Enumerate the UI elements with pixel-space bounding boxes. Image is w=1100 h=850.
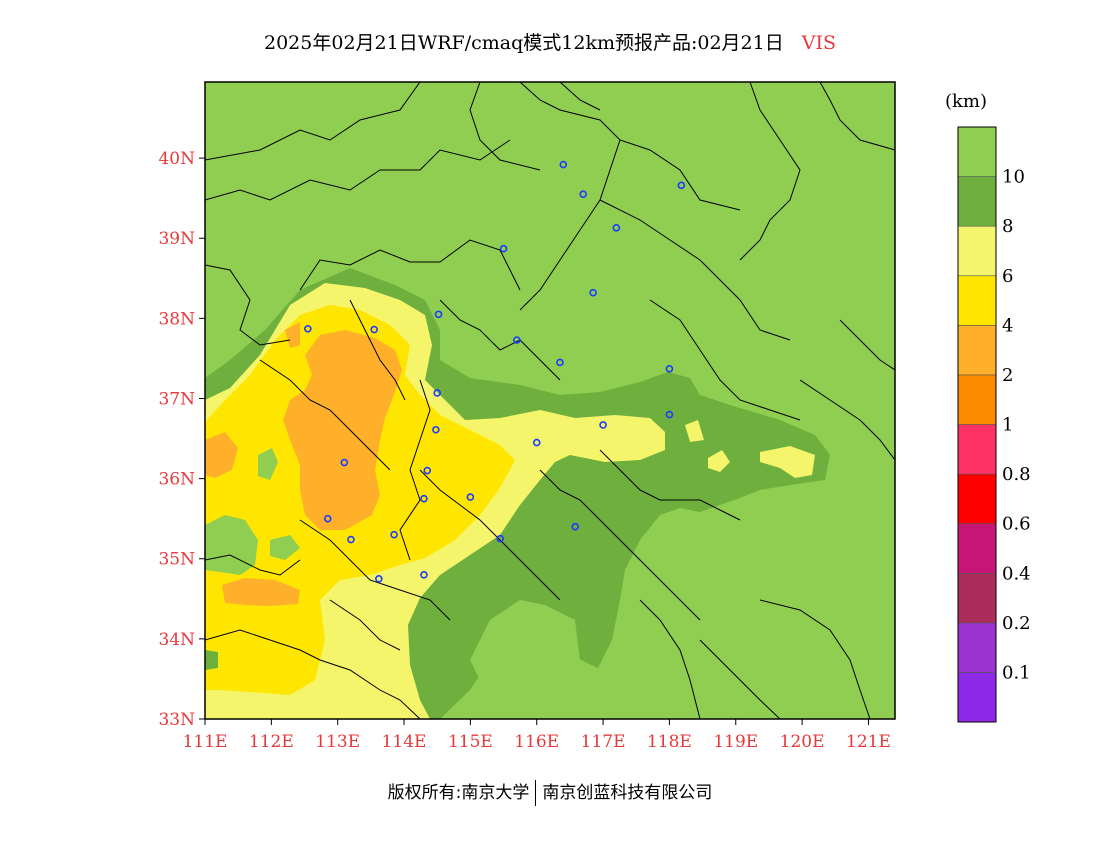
colorbar-swatch — [957, 176, 997, 227]
city-marker — [434, 310, 443, 319]
lon-label: 114E — [382, 732, 427, 752]
footer-company: 南京创蓝科技有限公司 — [542, 783, 713, 803]
city-marker — [599, 421, 607, 429]
city-marker — [466, 493, 475, 501]
lat-label: 35N — [158, 550, 195, 570]
city-marker — [665, 410, 674, 419]
vis-zone-2-4-km-w — [205, 432, 238, 478]
colorbar-swatch — [957, 325, 997, 376]
vis-zone-2-4-km-nw — [285, 322, 300, 348]
city-marker — [420, 494, 428, 503]
vis-patch-shandong-3 — [685, 420, 704, 442]
colorbar-swatch — [957, 672, 997, 723]
lat-label: 39N — [158, 229, 195, 249]
colorbar-label: 0.2 — [1002, 613, 1031, 634]
vis-patch-shandong-2 — [760, 446, 815, 478]
lat-label: 36N — [158, 470, 195, 490]
colorbar-swatch — [957, 126, 997, 177]
city-marker — [423, 466, 432, 475]
lat-label: 33N — [158, 710, 195, 730]
city-marker — [499, 244, 508, 253]
colorbar-swatch — [957, 523, 997, 574]
colorbar-label: 6 — [1002, 266, 1013, 287]
colorbar-label: 2 — [1002, 365, 1013, 386]
vis-hole-center — [258, 448, 278, 480]
lon-label: 116E — [514, 732, 559, 752]
colorbar-label: 10 — [1002, 167, 1025, 188]
map-frame — [204, 81, 896, 720]
lon-label: 120E — [780, 732, 825, 752]
colorbar-swatch — [957, 622, 997, 673]
lon-label: 117E — [581, 732, 626, 752]
lat-label: 40N — [158, 149, 195, 169]
lon-label: 118E — [647, 732, 692, 752]
colorbar-label: 1 — [1002, 415, 1013, 436]
footer-copyright: 版权所有:南京大学 — [387, 783, 530, 803]
city-markers — [304, 160, 686, 583]
colorbar-swatch — [957, 225, 997, 277]
visibility-field — [205, 82, 895, 719]
colorbar-swatch — [957, 424, 997, 475]
chart-title: 2025年02月21日WRF/cmaq模式12km预报产品:02月21日 VIS — [0, 28, 1100, 55]
lon-label: 112E — [249, 732, 294, 752]
city-marker — [612, 224, 621, 232]
lon-label: 119E — [713, 732, 758, 752]
city-marker — [559, 160, 568, 169]
vis-patch-shandong-1 — [708, 450, 730, 472]
city-marker — [370, 325, 378, 334]
title-main: 2025年02月21日WRF/cmaq模式12km预报产品:02月21日 — [264, 32, 784, 54]
vis-hole-w — [205, 515, 258, 575]
lon-label: 111E — [183, 732, 228, 752]
colorbar-label: 8 — [1002, 216, 1013, 237]
lon-label: 121E — [846, 732, 891, 752]
colorbar-swatch — [957, 473, 997, 524]
lon-label: 113E — [315, 732, 360, 752]
city-marker — [432, 425, 440, 434]
vis-zone-2-4-km — [283, 330, 402, 530]
city-marker — [665, 365, 674, 373]
city-marker — [579, 190, 587, 198]
city-marker — [347, 535, 355, 544]
vis-hole-south-2 — [470, 600, 580, 700]
lat-label: 37N — [158, 389, 195, 409]
admin-boundaries — [205, 82, 895, 719]
city-marker — [571, 522, 580, 531]
city-marker — [677, 181, 686, 190]
colorbar-swatch — [957, 374, 997, 425]
title-variable: VIS — [801, 32, 836, 54]
city-marker — [420, 570, 428, 579]
city-marker — [390, 530, 398, 539]
city-marker — [589, 288, 597, 297]
city-marker — [340, 458, 349, 467]
colorbar: (km) 0.1 0.2 0.4 0.6 0.8 1 2 4 6 8 10 — [945, 91, 1031, 723]
lat-label: 34N — [158, 630, 195, 650]
colorbar-label: 4 — [1002, 315, 1013, 336]
vis-zone-2-4-km-sw — [222, 578, 300, 606]
city-marker — [532, 438, 541, 447]
footer: 版权所有:南京大学 南京创蓝科技有限公司 — [0, 778, 1100, 806]
city-marker — [496, 534, 505, 543]
colorbar-swatch — [957, 572, 997, 624]
colorbar-label: 0.8 — [1002, 464, 1031, 485]
vis-hole-south — [205, 650, 218, 670]
colorbar-swatch — [957, 275, 997, 326]
lat-label: 38N — [158, 309, 195, 329]
colorbar-label: 0.4 — [1002, 563, 1031, 584]
city-marker — [375, 574, 383, 583]
colorbar-unit: (km) — [945, 91, 987, 112]
lon-label: 115E — [448, 732, 493, 752]
city-marker — [323, 514, 332, 523]
city-marker — [513, 336, 521, 344]
vis-hole-small — [270, 535, 300, 560]
city-marker — [433, 389, 442, 397]
colorbar-label: 0.6 — [1002, 514, 1031, 535]
colorbar-label: 0.1 — [1002, 662, 1031, 683]
city-marker — [304, 324, 312, 333]
footer-separator — [535, 780, 537, 806]
latitude-axis: 40N 39N 38N 37N 36N 35N 34N 33N — [158, 149, 205, 730]
longitude-axis: 111E 112E 113E 114E 115E 116E 117E 118E 119E 120E… — [183, 719, 891, 752]
colorbar-frame — [957, 126, 997, 723]
city-marker — [556, 358, 564, 367]
